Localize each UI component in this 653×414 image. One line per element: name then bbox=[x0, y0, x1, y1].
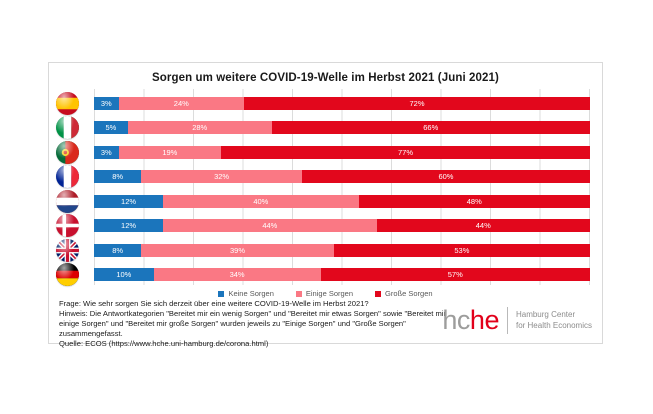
france-flag-icon bbox=[56, 165, 79, 189]
bar-chart-rows: 3% 24% 72% 5% 28% 66% 3% 19% 77% 8% 32% 60% 12% 40% 48… bbox=[56, 91, 591, 288]
legend-item-keine-sorgen: Keine Sorgen bbox=[218, 289, 274, 298]
bar-segment-keine-sorgen: 3% bbox=[94, 96, 119, 110]
legend-swatch-icon bbox=[295, 290, 302, 297]
legend-item-grosse-sorgen: Große Sorgen bbox=[375, 289, 433, 298]
legend-label: Große Sorgen bbox=[385, 289, 433, 298]
footnote-note: Hinweis: Die Antwortkategorien "Bereitet… bbox=[59, 309, 447, 339]
bar-segment-grosse-sorgen: 53% bbox=[333, 243, 590, 257]
bar-segment-keine-sorgen: 12% bbox=[94, 219, 164, 233]
legend-swatch-icon bbox=[375, 290, 382, 297]
bar-segment-keine-sorgen: 12% bbox=[94, 194, 164, 208]
bar-row-niederlande: 12% 40% 48% bbox=[56, 189, 590, 214]
stacked-bar: 3% 19% 77% bbox=[94, 145, 590, 159]
bar-segment-einige-sorgen: 28% bbox=[127, 121, 272, 135]
legend-label: Einige Sorgen bbox=[305, 289, 354, 298]
bar-segment-grosse-sorgen: 48% bbox=[358, 194, 590, 208]
bar-segment-einige-sorgen: 24% bbox=[118, 96, 244, 110]
bar-segment-keine-sorgen: 3% bbox=[94, 145, 119, 159]
bar-row-grossbritannien: 8% 39% 53% bbox=[56, 238, 590, 263]
stacked-bar: 3% 24% 72% bbox=[94, 96, 590, 110]
bar-segment-grosse-sorgen: 77% bbox=[221, 145, 590, 159]
bar-segment-einige-sorgen: 44% bbox=[163, 219, 377, 233]
footnotes: Frage: Wie sehr sorgen Sie sich derzeit … bbox=[59, 299, 467, 349]
legend: Keine Sorgen Einige Sorgen Große Sorgen bbox=[49, 289, 602, 298]
bar-segment-keine-sorgen: 8% bbox=[94, 243, 142, 257]
bar-segment-einige-sorgen: 34% bbox=[153, 268, 321, 282]
spain-flag-icon bbox=[56, 91, 79, 115]
legend-label: Keine Sorgen bbox=[228, 289, 274, 298]
bar-row-portugal: 3% 19% 77% bbox=[56, 140, 590, 165]
italy-flag-icon bbox=[56, 116, 79, 140]
bar-segment-keine-sorgen: 10% bbox=[94, 268, 154, 282]
bar-segment-keine-sorgen: 5% bbox=[94, 121, 128, 135]
bar-row-deutschland: 10% 34% 57% bbox=[56, 263, 591, 288]
bar-row-d-nemark: 12% 44% 44% bbox=[56, 214, 590, 239]
bar-segment-einige-sorgen: 32% bbox=[141, 170, 302, 184]
plot-area: 3% 24% 72% 5% 28% 66% 3% 19% 77% 8% 32% 60% 12% 40% 48… bbox=[56, 89, 591, 288]
bar-segment-grosse-sorgen: 57% bbox=[320, 268, 591, 282]
bar-segment-grosse-sorgen: 72% bbox=[243, 96, 590, 110]
stacked-bar: 12% 44% 44% bbox=[94, 219, 590, 233]
stacked-bar: 8% 32% 60% bbox=[94, 170, 590, 184]
stacked-bar: 12% 40% 48% bbox=[94, 194, 590, 208]
chart-title: Sorgen um weitere COVID-19-Welle im Herb… bbox=[152, 72, 499, 84]
bar-segment-grosse-sorgen: 44% bbox=[376, 219, 590, 233]
logo-subtitle: Hamburg Center for Health Economics bbox=[515, 309, 592, 330]
stacked-bar: 5% 28% 66% bbox=[94, 121, 590, 135]
hche-logo-wordmark: hche bbox=[442, 305, 499, 335]
stacked-bar: 8% 39% 53% bbox=[94, 243, 590, 257]
bar-segment-einige-sorgen: 19% bbox=[118, 145, 221, 159]
uk-flag-icon bbox=[56, 238, 79, 262]
germany-flag-icon bbox=[56, 263, 79, 287]
bar-segment-einige-sorgen: 39% bbox=[141, 243, 334, 257]
bar-segment-grosse-sorgen: 60% bbox=[301, 170, 590, 184]
netherlands-flag-icon bbox=[56, 189, 79, 213]
logo-divider bbox=[506, 307, 508, 334]
bar-segment-grosse-sorgen: 66% bbox=[271, 121, 590, 135]
chart-panel: Sorgen um weitere COVID-19-Welle im Herb… bbox=[48, 62, 603, 348]
bar-row-italien: 5% 28% 66% bbox=[56, 116, 590, 141]
bar-row-frankreich: 8% 32% 60% bbox=[56, 165, 590, 190]
hche-logo: hche Hamburg Center for Health Economics bbox=[442, 307, 592, 334]
bar-row-spanien: 3% 24% 72% bbox=[56, 91, 590, 116]
denmark-flag-icon bbox=[56, 214, 79, 238]
stacked-bar: 10% 34% 57% bbox=[94, 268, 591, 282]
footnote-source: Quelle: ECOS (https://www.hche.uni-hambu… bbox=[59, 339, 269, 349]
bar-segment-einige-sorgen: 40% bbox=[163, 194, 359, 208]
legend-item-einige-sorgen: Einige Sorgen bbox=[295, 289, 354, 298]
bar-segment-keine-sorgen: 8% bbox=[94, 170, 142, 184]
portugal-flag-icon bbox=[56, 140, 79, 164]
footnote-question: Frage: Wie sehr sorgen Sie sich derzeit … bbox=[59, 299, 369, 308]
legend-swatch-icon bbox=[218, 290, 225, 297]
